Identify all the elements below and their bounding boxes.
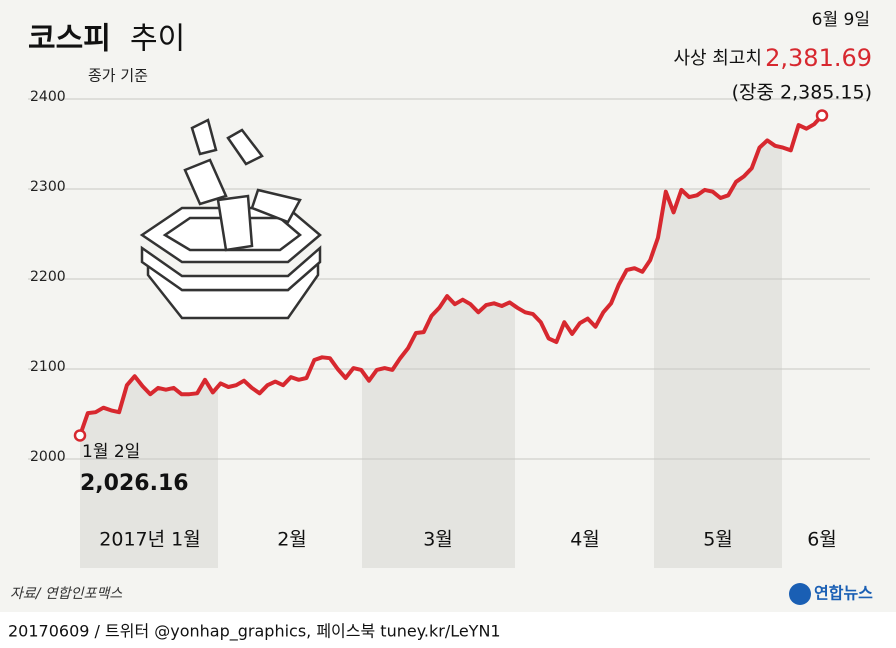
- x-tick-label: 6월: [807, 529, 837, 551]
- end-date: 6월 9일: [812, 10, 870, 30]
- y-tick-label: 2200: [30, 269, 66, 285]
- end-caption: 사상 최고치: [673, 48, 762, 69]
- y-tick-label: 2400: [30, 89, 66, 105]
- source: 자료/ 연합인포맥스: [10, 586, 122, 602]
- x-tick-label: 2월: [277, 529, 307, 551]
- chart-title-light: 추이: [130, 22, 185, 57]
- ballot-box-icon: [139, 118, 322, 320]
- endpoint: [815, 109, 829, 122]
- end-value-label: 2,381.69: [765, 44, 872, 72]
- y-tick-label: 2300: [30, 179, 66, 195]
- line: [78, 114, 824, 437]
- endpoint: [73, 429, 87, 442]
- x-tick-label: 5월: [703, 529, 733, 551]
- x-tick-label: 3월: [423, 529, 453, 551]
- x-tick-label: 2017년 1월: [99, 529, 200, 551]
- subtitle: 종가 기준: [88, 67, 148, 85]
- footer-bg: [0, 612, 896, 648]
- chart-title: 코스피: [28, 22, 111, 57]
- intraday-label: (장중 2,385.15): [732, 82, 872, 104]
- footer: 20170609 / 트위터 @yonhap_graphics, 페이스북 tu…: [8, 622, 501, 642]
- start-value-label: 2,026.16: [80, 471, 189, 496]
- y-tick-label: 2100: [30, 359, 66, 375]
- x-tick-label: 4월: [570, 529, 600, 551]
- logo-icon: [789, 583, 811, 605]
- y-tick-label: 2000: [30, 449, 66, 465]
- start-date: 1월 2일: [82, 442, 140, 462]
- logo: 연합뉴스: [814, 584, 873, 603]
